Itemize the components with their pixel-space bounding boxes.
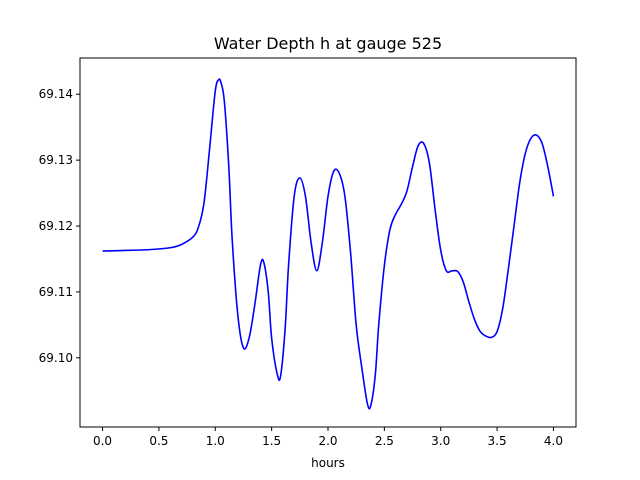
series-group	[102, 78, 555, 410]
y-axis-ticks: 69.10 69.11 69.12 69.13 69.14	[39, 87, 80, 365]
x-tick-label: 2.5	[375, 434, 394, 448]
x-tick-label: 2.0	[318, 434, 337, 448]
x-tick-label: 1.5	[262, 434, 281, 448]
x-axis-ticks: 0.0 0.5 1.0 1.5 2.0 2.5 3.0 3.5 4.0	[93, 427, 563, 448]
series-line	[102, 78, 555, 410]
x-tick-label: 0.0	[93, 434, 112, 448]
plot-area-frame	[79, 57, 577, 428]
y-tick-label: 69.11	[39, 285, 73, 299]
x-tick-label: 3.0	[431, 434, 450, 448]
x-tick-label: 3.5	[488, 434, 507, 448]
y-tick-label: 69.12	[39, 219, 73, 233]
x-tick-label: 4.0	[544, 434, 563, 448]
x-tick-label: 0.5	[149, 434, 168, 448]
y-tick-label: 69.14	[39, 87, 73, 101]
x-axis-label: hours	[311, 456, 345, 470]
y-tick-label: 69.10	[39, 351, 73, 365]
y-tick-label: 69.13	[39, 153, 73, 167]
x-tick-label: 1.0	[206, 434, 225, 448]
chart-title: Water Depth h at gauge 525	[214, 34, 442, 53]
